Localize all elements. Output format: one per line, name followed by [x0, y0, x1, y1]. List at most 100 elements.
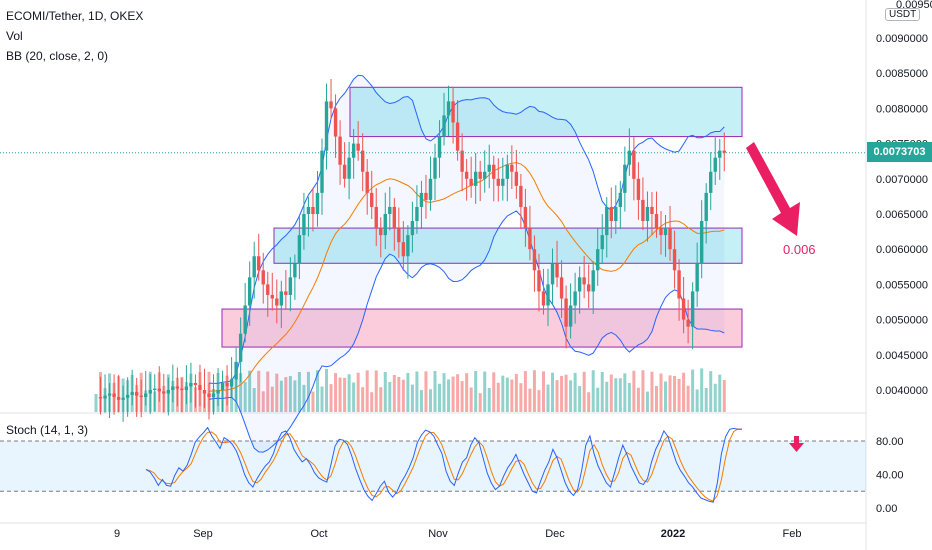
candle-body [103, 395, 107, 399]
volume-bar [578, 386, 582, 412]
volume-bar [677, 378, 681, 412]
time-label-sep: Sep [193, 528, 213, 540]
candle-body [505, 164, 510, 179]
volume-bar [365, 370, 369, 412]
candle-body [514, 171, 519, 186]
candle-body [238, 333, 243, 362]
volume-bar [591, 370, 595, 412]
price-axis-label: 0.0085000 [876, 68, 928, 80]
candle-body [550, 263, 555, 285]
volume-bar [546, 384, 550, 412]
candle-body [397, 228, 401, 243]
volume-bar [523, 371, 527, 412]
price-axis-label: 0.0045000 [876, 350, 928, 362]
volume-bar [460, 381, 464, 412]
candle-body [247, 277, 252, 306]
volume-bar [605, 381, 609, 412]
candle-body [415, 206, 419, 222]
bollinger-indicator-label[interactable]: BB (20, close, 2, 0) [6, 49, 109, 63]
volume-bar [587, 392, 591, 412]
volume-bar [447, 379, 451, 412]
candle-body [365, 171, 369, 193]
symbol-title[interactable]: ECOMI/Tether, 1D, OKEX [6, 9, 144, 23]
candle-body [573, 291, 577, 306]
candle-body [609, 206, 613, 222]
volume-bar [329, 384, 333, 412]
candle-body [162, 391, 166, 394]
candle-body [677, 270, 681, 299]
volume-bar [306, 371, 310, 412]
candle-body [311, 206, 315, 214]
candle-body [288, 277, 293, 295]
volume-bar [632, 370, 636, 412]
volume-bar [560, 375, 564, 412]
candle-body [220, 382, 225, 390]
current-price-tag: 0.0073703 [867, 142, 932, 162]
volume-bar [469, 387, 473, 412]
volume-bar [374, 370, 378, 412]
volume-bar [551, 372, 555, 412]
volume-bar [361, 387, 365, 412]
stoch-axis-label: 40.00 [876, 470, 904, 482]
zone-resistance [349, 86, 743, 138]
volume-bar [428, 389, 432, 412]
volume-bar [433, 370, 437, 412]
volume-bar [419, 390, 423, 412]
candle-body [175, 386, 180, 389]
volume-bar [356, 372, 360, 412]
volume-indicator-label[interactable]: Vol [6, 29, 23, 43]
candle-body [596, 249, 600, 271]
candle-body [713, 157, 717, 172]
volume-bar [654, 386, 658, 412]
volume-bar [325, 368, 329, 412]
volume-bar [722, 379, 726, 412]
volume-bar [537, 390, 541, 412]
candle-body [519, 185, 523, 207]
volume-bar [600, 372, 604, 412]
candle-body [614, 206, 618, 222]
candle-body [650, 206, 654, 214]
candle-body [600, 235, 604, 250]
volume-bar [379, 387, 383, 412]
candle-body [139, 395, 143, 398]
currency-badge[interactable]: USDT [885, 8, 921, 21]
candle-body [320, 150, 324, 193]
volume-bar [442, 373, 446, 412]
candle-body [541, 291, 546, 306]
candle-body [623, 164, 627, 193]
volume-bar [438, 383, 442, 412]
volume-bar [650, 371, 654, 412]
volume-bar [564, 374, 568, 412]
volume-bar [406, 372, 410, 412]
stoch-axis-label: 80.00 [876, 436, 904, 448]
stoch-indicator-label[interactable]: Stoch (14, 1, 3) [6, 423, 89, 437]
candle-body [645, 206, 650, 222]
volume-bar [501, 375, 505, 412]
volume-bar [636, 387, 640, 412]
volume-bar [302, 384, 306, 412]
candle-body [338, 136, 342, 165]
volume-bar [528, 388, 532, 412]
candle-body [559, 277, 564, 299]
candle-body [709, 171, 713, 193]
volume-bar [641, 370, 645, 412]
candle-body [496, 178, 500, 186]
candle-body [428, 178, 433, 200]
volume-bar [645, 391, 649, 412]
candle-body [360, 150, 365, 172]
volume-bar [347, 374, 351, 412]
candle-body [180, 388, 184, 390]
candle-body [591, 270, 595, 292]
volume-bar [94, 394, 98, 412]
candle-body [618, 192, 623, 207]
price-axis-label-top: 0.0095000 [896, 0, 932, 11]
volume-bar [510, 379, 514, 412]
candle-body [189, 382, 193, 387]
volume-bar [270, 386, 274, 412]
bb-upper [208, 74, 725, 384]
candle-body [451, 101, 455, 123]
volume-bar [718, 374, 722, 412]
candle-body [225, 382, 229, 387]
candle-body [501, 178, 505, 186]
